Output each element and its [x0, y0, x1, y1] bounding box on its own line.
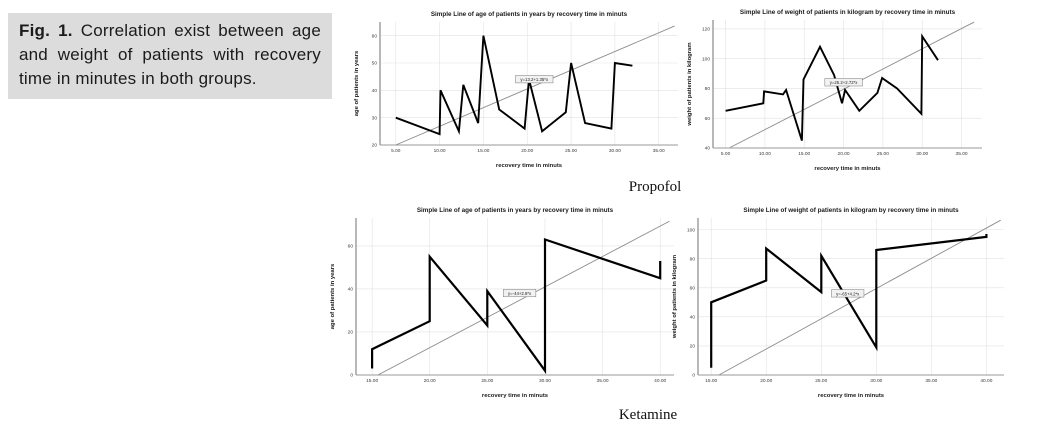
x-tick-label: 35.00: [925, 378, 937, 384]
fit-line: [718, 219, 1001, 376]
y-tick-label: 60: [690, 285, 696, 291]
data-line: [710, 234, 988, 368]
chart-title: Simple Line of age of patients in years …: [431, 11, 628, 18]
y-tick-label: 0: [692, 373, 695, 379]
fit-equation-box: [515, 75, 554, 84]
y-axis-label: age of patients in years: [330, 263, 336, 329]
y-tick-label: 50: [372, 61, 378, 67]
x-tick-label: 15.00: [705, 378, 717, 384]
fit-line: [395, 25, 675, 146]
y-tick-label: 40: [705, 146, 711, 152]
x-tick-label: 25.00: [481, 378, 493, 384]
x-tick-label: 5.00: [721, 151, 731, 157]
x-axis-label: recovery time in minuts: [496, 163, 563, 169]
y-tick-label: 20: [372, 143, 378, 149]
x-tick-label: 20.00: [838, 151, 850, 157]
y-tick-label: 40: [690, 315, 696, 321]
y-tick-label: 100: [687, 227, 695, 233]
fit-equation-box: [824, 78, 863, 87]
x-tick-label: 35.00: [653, 148, 665, 154]
x-tick-label: 40.00: [654, 378, 666, 384]
chart-title: Simple Line of weight of patients in kil…: [743, 207, 959, 214]
caption-text: Correlation exist between age and weight…: [19, 21, 321, 88]
line-chart-svg: 5.00 10.00 15.00 20.00 25.00 30.00 35.00 40 60 80…: [687, 9, 982, 172]
fit-line: [377, 220, 670, 376]
data-line: [725, 33, 939, 141]
y-tick-label: 60: [372, 33, 378, 39]
y-tick-label: 20: [348, 330, 354, 336]
x-tick-label: 20.00: [424, 378, 436, 384]
y-tick-label: 40: [348, 287, 354, 293]
data-line: [370, 237, 662, 375]
y-tick-label: 40: [372, 88, 378, 94]
x-tick-label: 10.00: [434, 148, 446, 154]
x-tick-label: 20.00: [521, 148, 533, 154]
fit-equation-text: y=25.2+2.72*x: [830, 80, 859, 85]
data-line: [395, 35, 633, 136]
y-tick-label: 120: [702, 27, 710, 33]
y-tick-label: 30: [372, 115, 378, 121]
chart-ketamine-age: 15.00 20.00 25.00 30.00 35.00 40.00 0 20 40 60 Sim…: [326, 203, 686, 402]
x-tick-label: 35.00: [956, 151, 968, 157]
group-label-ketamine: Ketamine: [618, 407, 678, 423]
fit-equation-box: [831, 289, 865, 298]
x-tick-label: 25.00: [565, 148, 577, 154]
chart-title: Simple Line of age of patients in years …: [417, 207, 614, 214]
chart-title: Simple Line of weight of patients in kil…: [740, 9, 956, 16]
chart-propofol-weight: 5.00 10.00 15.00 20.00 25.00 30.00 35.00 40 60 80…: [683, 5, 994, 175]
caption-label: Fig. 1.: [19, 21, 73, 40]
chart-ketamine-weight: 15.00 20.00 25.00 30.00 35.00 40.00 0 20 40 60 80 1…: [668, 203, 1016, 402]
y-tick-label: 60: [705, 116, 711, 122]
x-tick-label: 10.00: [759, 151, 771, 157]
line-chart-svg: 15.00 20.00 25.00 30.00 35.00 40.00 0 20 40 60 80 1…: [672, 207, 1004, 399]
x-tick-label: 30.00: [539, 378, 551, 384]
y-tick-label: 0: [350, 373, 353, 379]
x-tick-label: 20.00: [760, 378, 772, 384]
x-tick-label: 15.00: [798, 151, 810, 157]
figure-caption: Fig. 1. Correlation exist between age an…: [8, 13, 332, 99]
x-tick-label: 30.00: [609, 148, 621, 154]
y-tick-label: 60: [348, 244, 354, 250]
x-axis-label: recovery time in minuts: [482, 393, 549, 399]
y-axis-label: age of patients in years: [354, 50, 360, 116]
group-label-propofol: Propofol: [628, 179, 682, 195]
x-tick-label: 25.00: [877, 151, 889, 157]
y-tick-label: 20: [690, 344, 696, 350]
x-tick-label: 30.00: [870, 378, 882, 384]
line-chart-svg: 15.00 20.00 25.00 30.00 35.00 40.00 0 20 40 60 Sim…: [330, 207, 674, 399]
y-tick-label: 80: [705, 86, 711, 92]
chart-propofol-age: 5.00 10.00 15.00 20.00 25.00 30.00 35.00 20 30 40…: [350, 7, 690, 172]
y-axis-label: weight of patients in kilogram: [672, 255, 678, 339]
y-axis-label: weight of patients in kilogram: [687, 42, 693, 126]
y-tick-label: 80: [690, 256, 696, 262]
x-tick-label: 40.00: [980, 378, 992, 384]
line-chart-svg: 5.00 10.00 15.00 20.00 25.00 30.00 35.00 20 30 40…: [354, 11, 678, 169]
fit-equation-text: y=-65+4.2*x: [836, 291, 860, 296]
fit-equation-text: y=-44+2.8*x: [508, 291, 532, 296]
x-tick-label: 30.00: [916, 151, 928, 157]
x-tick-label: 25.00: [815, 378, 827, 384]
x-tick-label: 35.00: [597, 378, 609, 384]
x-tick-label: 5.00: [391, 148, 401, 154]
x-tick-label: 15.00: [366, 378, 378, 384]
x-tick-label: 15.00: [477, 148, 489, 154]
x-axis-label: recovery time in minuts: [814, 166, 881, 172]
fit-equation-box: [503, 289, 537, 298]
fit-equation-text: y=13.2+1.35*x: [520, 77, 549, 82]
x-axis-label: recovery time in minuts: [818, 393, 885, 399]
y-tick-label: 100: [702, 56, 710, 62]
